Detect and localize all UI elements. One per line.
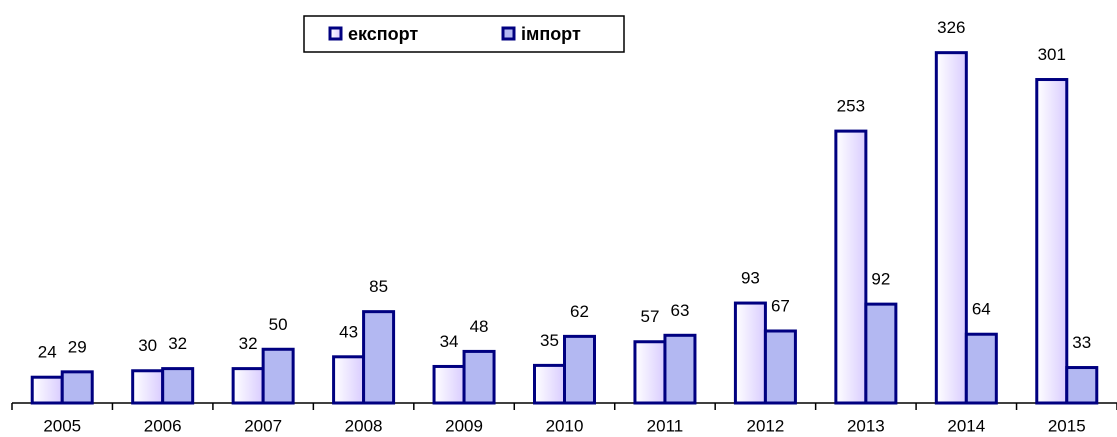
- data-label: 32: [239, 334, 258, 353]
- legend-label: імпорт: [521, 24, 581, 44]
- x-tick-label: 2013: [847, 416, 885, 435]
- x-tick-label: 2012: [746, 416, 784, 435]
- data-label: 93: [741, 269, 760, 288]
- data-label: 50: [269, 315, 288, 334]
- data-label: 48: [470, 317, 489, 336]
- x-tick-label: 2010: [546, 416, 584, 435]
- data-label: 32: [168, 334, 187, 353]
- data-label: 63: [670, 301, 689, 320]
- bar: [332, 355, 366, 405]
- legend-swatch: [328, 26, 343, 41]
- legend-label: експорт: [348, 24, 418, 44]
- data-label: 64: [972, 300, 991, 319]
- x-tick-label: 2014: [947, 416, 985, 435]
- data-label: 253: [837, 97, 865, 116]
- bar: [763, 329, 797, 405]
- bar: [663, 333, 697, 405]
- bar: [60, 370, 94, 405]
- data-label: 92: [871, 270, 890, 289]
- data-label: 67: [771, 296, 790, 315]
- x-tick-label: 2009: [445, 416, 483, 435]
- bar: [633, 340, 667, 405]
- bar: [131, 369, 165, 405]
- bar: [1065, 366, 1099, 405]
- bar: [563, 334, 596, 405]
- legend-box: [303, 15, 625, 53]
- x-tick-label: 2007: [244, 416, 282, 435]
- x-tick-label: 2011: [647, 416, 684, 435]
- x-tick-label: 2006: [144, 416, 182, 435]
- bar: [161, 367, 195, 405]
- data-label: 35: [540, 331, 559, 350]
- bar: [261, 347, 295, 405]
- data-label: 57: [640, 307, 659, 326]
- bar: [462, 349, 496, 405]
- data-label: 85: [369, 277, 388, 296]
- bar: [362, 310, 396, 405]
- data-label: 29: [68, 337, 87, 356]
- bar: [533, 363, 566, 405]
- data-label: 30: [138, 336, 157, 355]
- legend-swatch: [501, 26, 516, 41]
- bar: [231, 367, 265, 405]
- x-tick-label: 2015: [1048, 416, 1086, 435]
- bar: [964, 332, 998, 405]
- x-tick-label: 2005: [43, 416, 81, 435]
- bar: [432, 364, 466, 405]
- bar: [733, 301, 767, 405]
- bar: [934, 51, 968, 405]
- bar: [30, 375, 64, 405]
- bar: [1035, 78, 1069, 405]
- bar: [864, 302, 898, 405]
- bar: [834, 129, 868, 405]
- data-label: 33: [1072, 333, 1091, 352]
- x-tick-label: 2008: [345, 416, 383, 435]
- data-label: 43: [339, 322, 358, 341]
- data-label: 326: [937, 18, 965, 37]
- data-label: 24: [38, 343, 57, 362]
- data-label: 301: [1038, 45, 1066, 64]
- data-label: 62: [570, 302, 589, 321]
- data-label: 34: [440, 332, 459, 351]
